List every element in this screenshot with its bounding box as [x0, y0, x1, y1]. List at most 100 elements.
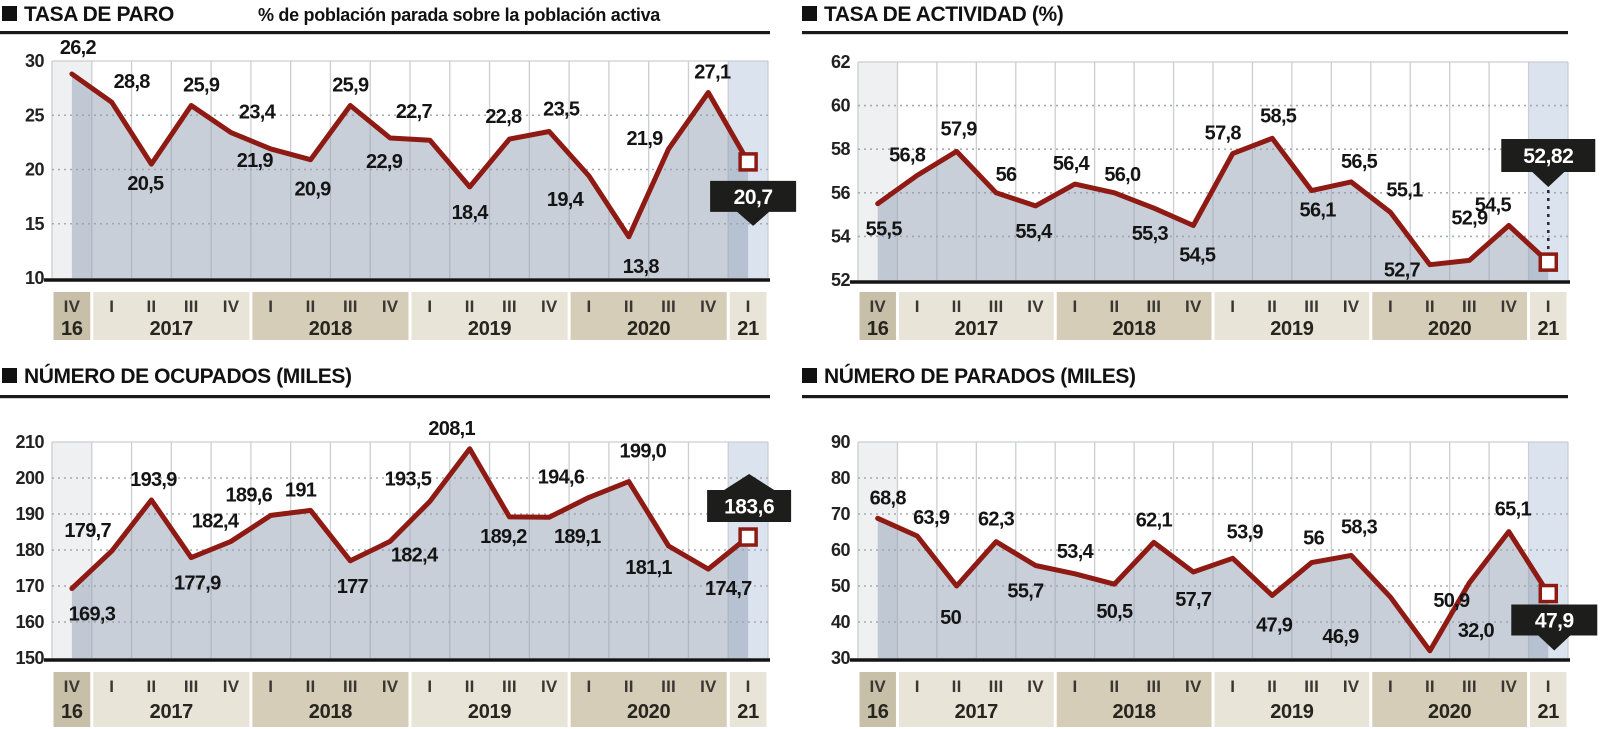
axis-quarter-label: IV	[1185, 677, 1202, 696]
axis-quarter-label: II	[306, 677, 316, 696]
chart-subtitle: % de población parada sobre la población…	[258, 5, 661, 25]
axis-quarter-label: IV	[700, 297, 717, 316]
axis-year-label: 2017	[150, 701, 193, 723]
axis-year-label: 2020	[1428, 318, 1471, 340]
axis-quarter-label: II	[147, 297, 157, 316]
axis-period-cell	[93, 292, 250, 340]
y-axis-tick: 15	[25, 214, 45, 234]
data-point-label: 181,1	[625, 557, 672, 579]
trend-badge-down-arrow-icon	[1511, 604, 1598, 651]
axis-period-cell	[898, 292, 1054, 340]
axis-quarter-label: IV	[223, 297, 240, 316]
title-rule	[802, 395, 1568, 399]
data-point-label: 199,0	[619, 441, 666, 463]
axis-quarter-label: III	[989, 677, 1004, 696]
axis-quarter-label: I	[1072, 297, 1077, 316]
y-axis-tick: 50	[831, 576, 851, 596]
data-point-label: 22,8	[485, 106, 522, 128]
data-point-label: 53,4	[1057, 541, 1095, 563]
data-point-label: 56,8	[889, 144, 926, 166]
axis-period-cell	[411, 672, 568, 727]
axis-quarter-label: III	[661, 297, 676, 316]
axis-quarter-label: III	[1304, 677, 1319, 696]
data-point-label: 55,3	[1132, 223, 1169, 245]
data-line	[69, 446, 751, 591]
trend-badge-value: 183,6	[724, 496, 774, 519]
data-point-label: 56	[996, 164, 1017, 186]
axis-quarter-label: IV	[382, 677, 399, 696]
axis-quarter-label: I	[109, 677, 114, 696]
data-point-label: 194,6	[538, 466, 585, 488]
axis-period-cell	[898, 672, 1054, 727]
chart-numero-de-parados: 90 80 70 60 50 40 30 68,8 63,9 50 62,3 55,7 53,4 50,5…	[831, 432, 1598, 727]
axis-quarter-label: II	[1425, 677, 1435, 696]
axis-quarter-label: IV	[1501, 297, 1518, 316]
y-axis-tick: 54	[831, 226, 851, 246]
axis-period-cell	[53, 292, 91, 340]
axis-quarter-label: II	[952, 297, 962, 316]
axis-year-label: 2020	[627, 701, 670, 723]
y-axis-tick: 58	[831, 139, 851, 159]
latest-point-marker	[738, 527, 758, 547]
data-point-label: 22,7	[396, 101, 433, 123]
axis-quarter-label: III	[343, 297, 358, 316]
y-axis-tick: 60	[831, 540, 851, 560]
axis-quarter-label: II	[1267, 297, 1277, 316]
data-point-label: 46,9	[1322, 626, 1359, 648]
y-axis-tick: 200	[15, 468, 44, 488]
area-fill	[877, 518, 1549, 658]
data-point-label: 182,4	[192, 510, 240, 532]
charts-layer: 30 25 20 15 10 26,2 28,8 20,5 25,9 23,4 21,9 20,9 25…	[15, 37, 1598, 727]
axis-period-cell	[53, 672, 91, 727]
axis-quarter-label: I	[1546, 297, 1551, 316]
data-point-label: 189,6	[225, 484, 272, 506]
axis-quarter-label: III	[1462, 297, 1477, 316]
axis-period-cell	[1214, 672, 1370, 727]
axis-quarter-label: I	[1230, 677, 1235, 696]
data-point-label: 57,8	[1205, 123, 1242, 145]
latest-point-marker	[1538, 252, 1559, 272]
axis-quarter-label: III	[1304, 297, 1319, 316]
chart-title: NÚMERO DE OCUPADOS (MILES)	[24, 364, 352, 388]
data-point-label: 189,2	[480, 526, 527, 548]
trend-badge-value: 47,9	[1535, 610, 1574, 633]
y-axis-tick: 70	[831, 504, 851, 524]
data-point-label: 182,4	[391, 544, 439, 566]
axis-year-label: 21	[737, 318, 759, 340]
data-point-label: 25,9	[183, 74, 220, 96]
data-point-label: 58,3	[1341, 516, 1378, 538]
data-point-label: 21,9	[626, 128, 663, 150]
trend-badge-down-arrow-icon	[710, 180, 797, 226]
data-point-label: 18,4	[452, 202, 490, 224]
data-point-label: 50,5	[1096, 601, 1133, 623]
data-point-label: 47,9	[1256, 614, 1293, 636]
axis-year-label: 2018	[1112, 318, 1155, 340]
data-point-label: 191	[285, 479, 317, 501]
axis-period-cell	[859, 672, 896, 727]
axis-quarter-label: IV	[1501, 677, 1518, 696]
data-point-label: 56,5	[1341, 151, 1378, 173]
axis-quarter-label: IV	[1027, 297, 1044, 316]
axis-quarter-label: II	[147, 677, 157, 696]
axis-period-cell	[1214, 292, 1370, 340]
axis-quarter-label: I	[587, 677, 592, 696]
title-rule	[802, 31, 1568, 35]
latest-point-marker	[1538, 583, 1559, 604]
axis-quarter-label: I	[915, 297, 920, 316]
data-point-label: 174,7	[705, 578, 752, 600]
data-point-label: 56	[1303, 528, 1324, 550]
axis-year-label: 2018	[1112, 701, 1155, 723]
data-point-label: 52,7	[1384, 260, 1421, 282]
data-point-label: 57,7	[1175, 589, 1212, 611]
data-point-label: 23,5	[543, 99, 580, 121]
axis-period-cell	[729, 672, 767, 727]
axis-quarter-label: II	[1109, 297, 1119, 316]
axis-year-label: 2019	[1270, 318, 1313, 340]
axis-year-label: 2017	[150, 318, 193, 340]
chart-tasa-de-actividad: 62 60 58 56 54 52 55,5 56,8 57,9 56 55,4 56,4 56,0 55…	[831, 52, 1596, 340]
page-title: TASA DE PARO	[24, 3, 174, 26]
axis-quarter-label: IV	[64, 677, 81, 696]
axis-year-label: 2020	[1428, 701, 1471, 723]
axis-period-cell	[252, 292, 409, 340]
